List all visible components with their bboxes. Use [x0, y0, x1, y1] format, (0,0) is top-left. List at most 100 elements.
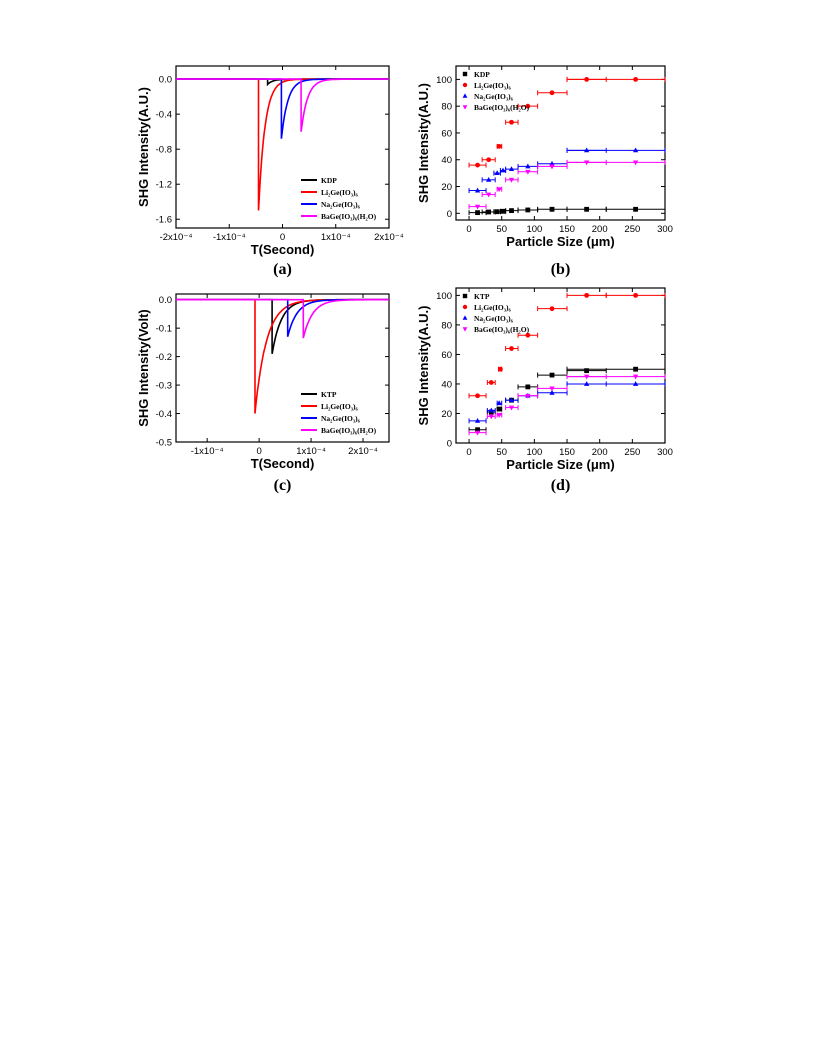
legend-label: KDP — [474, 70, 490, 79]
data-point-2 — [474, 417, 481, 423]
x-tick-label: 300 — [657, 447, 673, 458]
x-axis-title: T(Second) — [251, 456, 315, 471]
y-tick-label: 0.0 — [159, 295, 172, 306]
y-tick-label: 60 — [441, 350, 452, 361]
data-point-1 — [525, 103, 531, 109]
x-tick-label: 200 — [592, 224, 608, 235]
data-point-3 — [496, 187, 502, 193]
panel-label: (b) — [551, 261, 571, 278]
data-point-0 — [584, 368, 590, 374]
data-point-0 — [475, 210, 480, 216]
data-point-1 — [549, 306, 555, 312]
x-tick-label: 2x10⁻⁴ — [348, 446, 378, 457]
legend-label: Na₂Ge(IO₃)₆ — [474, 314, 514, 323]
legend-marker — [462, 304, 468, 310]
y-tick-label: 60 — [441, 128, 452, 139]
data-point-3 — [496, 413, 502, 418]
plot-frame — [455, 287, 666, 444]
legend-label: BaGe(IO₃)₆(H₂O) — [321, 426, 377, 435]
y-tick-label: -0.2 — [156, 352, 172, 363]
y-tick-label: -0.1 — [156, 324, 172, 335]
data-point-2 — [632, 147, 639, 153]
y-axis-title: SHG Intensity(A.U.) — [416, 306, 431, 426]
x-tick-label: 250 — [624, 447, 640, 458]
y-tick-label: 20 — [441, 409, 452, 420]
legend-marker — [462, 105, 468, 110]
legend-label: Li₂Ge(IO₃)₆ — [474, 81, 511, 90]
data-point-2 — [494, 170, 500, 176]
y-tick-label: 40 — [441, 379, 452, 390]
x-tick-label: -1x10⁻⁴ — [213, 232, 246, 243]
data-point-3 — [474, 430, 481, 436]
series-line-3 — [176, 298, 389, 339]
y-tick-label: 80 — [441, 320, 452, 331]
data-point-3 — [525, 169, 531, 175]
data-point-0 — [549, 372, 555, 378]
x-tick-label: 2x10⁻⁴ — [374, 232, 404, 243]
data-point-1 — [509, 119, 514, 125]
legend-label: KDP — [321, 176, 337, 185]
panel-label: (d) — [551, 477, 571, 494]
data-point-0 — [633, 206, 639, 212]
legend-marker — [462, 93, 468, 98]
x-tick-label: 0 — [466, 447, 471, 458]
y-tick-label: -0.8 — [156, 145, 172, 156]
data-point-1 — [498, 366, 503, 372]
data-point-3 — [632, 160, 639, 166]
y-tick-label: 0.0 — [159, 75, 172, 86]
series-line-2 — [176, 78, 389, 139]
data-point-0 — [486, 209, 492, 215]
plot-frame — [175, 293, 390, 443]
legend-label: BaGe(IO₃)₆(H₂O) — [321, 212, 377, 221]
data-point-2 — [496, 400, 502, 406]
legend-label: BaGe(IO₃)₆(H₂O) — [474, 103, 530, 112]
data-point-1 — [525, 332, 531, 338]
panel-label: (a) — [273, 261, 292, 278]
data-point-3 — [488, 414, 494, 420]
data-point-3 — [508, 177, 515, 183]
legend-label: Na₂Ge(IO₃)₆ — [321, 200, 361, 209]
data-point-2 — [508, 397, 515, 403]
legend-label: KTP — [321, 390, 337, 399]
y-tick-label: -0.4 — [156, 110, 172, 121]
legend-marker — [462, 315, 468, 320]
data-point-2 — [474, 187, 481, 193]
data-point-2 — [632, 381, 639, 386]
data-point-0 — [633, 366, 639, 372]
data-point-0 — [525, 207, 531, 213]
x-tick-label: -2x10⁻⁴ — [160, 232, 193, 243]
y-tick-label: 20 — [441, 182, 452, 193]
data-point-1 — [633, 76, 639, 82]
data-point-0 — [496, 406, 502, 412]
x-tick-label: 0 — [466, 224, 471, 235]
x-tick-label: 0 — [256, 446, 261, 457]
data-point-0 — [584, 206, 590, 212]
data-point-1 — [633, 292, 639, 298]
data-point-3 — [474, 204, 481, 210]
legend-label: Na₂Ge(IO₃)₆ — [474, 92, 514, 101]
data-point-0 — [525, 384, 531, 390]
data-point-0 — [509, 208, 514, 214]
data-point-1 — [549, 90, 555, 96]
x-tick-label: 150 — [559, 447, 575, 458]
data-point-2 — [488, 407, 494, 413]
plot-frame — [455, 65, 666, 221]
data-point-0 — [500, 208, 506, 214]
legend-label: Li₂Ge(IO₃)₆ — [321, 188, 358, 197]
panel-c: -1x10⁻⁴ 0 1x10⁻⁴ 2x10⁻⁴ 0.0 -0.1 -0.2 -0.3 -0.4 -… — [136, 293, 390, 494]
x-axis-title: Particle Size (μm) — [506, 234, 614, 249]
legend-label: Li₂Ge(IO₃)₆ — [474, 303, 511, 312]
x-tick-label: 50 — [496, 447, 507, 458]
data-point-1 — [496, 143, 502, 149]
y-axis-title: SHG Intensity(A.U.) — [136, 87, 151, 207]
data-point-3 — [508, 405, 515, 411]
x-tick-label: 300 — [657, 224, 673, 235]
data-point-2 — [500, 167, 506, 173]
x-axis-title: Particle Size (μm) — [506, 457, 614, 472]
x-tick-label: 0 — [280, 232, 285, 243]
data-point-1 — [584, 292, 590, 298]
data-point-3 — [486, 192, 492, 198]
x-tick-label: 50 — [496, 224, 507, 235]
y-tick-label: 100 — [436, 291, 452, 302]
